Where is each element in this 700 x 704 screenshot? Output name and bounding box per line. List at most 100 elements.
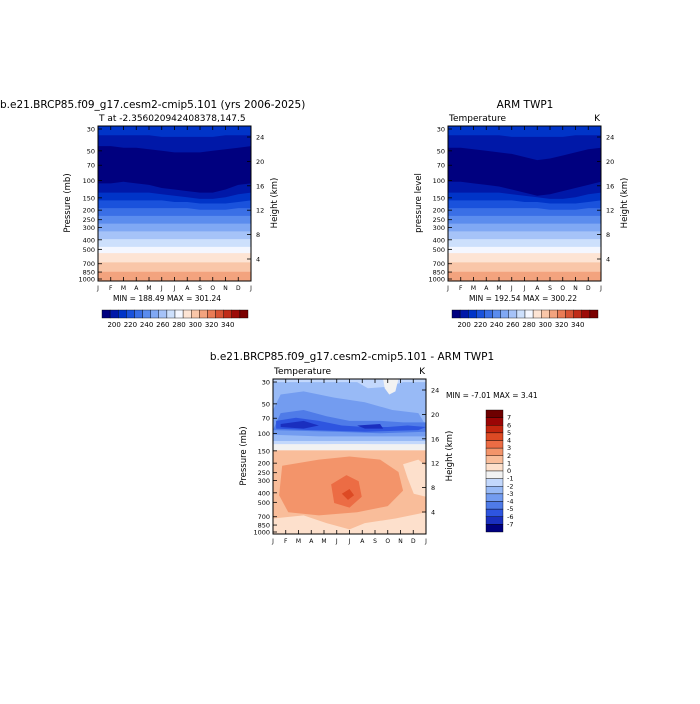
x-tick-label: M <box>296 538 301 545</box>
y-tick-label: 50 <box>262 400 270 408</box>
panel-model-subtitle: T at -2.3560209424083​78,147.5 <box>98 114 246 124</box>
colorbar-swatch <box>485 470 504 479</box>
panel-obs-subtitle-right: K <box>594 114 601 124</box>
colorbar-swatch <box>541 309 550 319</box>
colorbar-label: 1 <box>507 459 511 467</box>
y-tick-label: 50 <box>437 147 445 155</box>
colorbar-swatch <box>101 309 111 319</box>
x-tick-label: O <box>210 285 215 292</box>
colorbar-label: 320 <box>205 321 218 329</box>
colorbar-swatch <box>485 440 504 449</box>
contour-band <box>403 459 426 497</box>
y-tick-label: 700 <box>83 260 95 268</box>
minmax-label: MIN = 188.49 MAX = 301.24 <box>113 294 221 303</box>
colorbar-swatch <box>109 309 119 319</box>
height-tick-label: 8 <box>431 484 435 492</box>
x-tick-label: M <box>146 285 151 292</box>
colorbar-swatch <box>485 447 504 456</box>
colorbar-swatch <box>485 425 504 434</box>
x-tick-label: S <box>198 285 202 292</box>
colorbar-swatch <box>174 309 184 319</box>
x-tick-label: J <box>173 285 176 292</box>
y-axis-label-left: Pressure (mb) <box>63 173 73 232</box>
y-tick-label: 500 <box>83 246 95 254</box>
colorbar-swatch <box>134 309 143 319</box>
colorbar-swatch <box>468 309 477 319</box>
x-tick-label: J <box>446 285 449 292</box>
contour-band <box>273 444 426 451</box>
colorbar-label: 280 <box>172 321 185 329</box>
height-tick-label: 16 <box>606 182 614 190</box>
colorbar-label: 280 <box>522 321 535 329</box>
x-tick-label: S <box>548 285 552 292</box>
x-tick-label: F <box>109 285 113 292</box>
y-tick-label: 70 <box>87 162 95 170</box>
height-tick-label: 12 <box>606 207 614 215</box>
height-tick-label: 20 <box>606 158 614 166</box>
y-tick-label: 1000 <box>78 276 95 284</box>
colorbar-swatch <box>492 309 501 319</box>
y-tick-label: 50 <box>87 147 95 155</box>
colorbar-swatch <box>485 508 504 517</box>
colorbar-swatch <box>166 309 176 319</box>
contour-band <box>280 420 319 429</box>
minmax-label: MIN = 192.54 MAX = 300.22 <box>469 294 577 303</box>
y-tick-label: 250 <box>83 216 95 224</box>
y-tick-label: 400 <box>83 236 95 244</box>
x-tick-label: O <box>385 538 390 545</box>
height-tick-label: 4 <box>256 256 260 264</box>
y-axis-label-right: Height (km) <box>270 178 280 229</box>
y-tick-label: 700 <box>433 260 445 268</box>
x-tick-label: J <box>160 285 163 292</box>
x-tick-label: N <box>223 285 228 292</box>
x-tick-label: J <box>96 285 99 292</box>
colorbar-label: 240 <box>140 321 153 329</box>
y-tick-label: 150 <box>258 447 270 455</box>
colorbar-label: -3 <box>507 490 513 498</box>
colorbar-label: 220 <box>124 321 137 329</box>
colorbar-obs: 200 220 240 260 280 300 320 340 <box>451 309 599 329</box>
panel-obs-subtitle-left: Temperature <box>448 114 506 124</box>
x-tick-label: A <box>309 538 314 545</box>
colorbar-swatch <box>485 432 504 441</box>
y-tick-label: 400 <box>258 489 270 497</box>
colorbar-label: 2 <box>507 452 511 460</box>
y-tick-label: 850 <box>258 522 270 530</box>
y-axis-label-right: Height (km) <box>445 431 455 482</box>
colorbar-swatch <box>207 309 216 319</box>
colorbar-swatch <box>500 309 509 319</box>
contour-band <box>383 379 399 395</box>
panel-obs-title: ARM TWP1 <box>497 99 554 111</box>
axes-diff: J F M A M J J A S O N D J305070100150200250300400500… <box>253 379 439 546</box>
x-tick-label: J <box>348 538 351 545</box>
colorbar-swatch <box>485 409 504 418</box>
height-tick-label: 4 <box>606 256 610 264</box>
x-tick-label: A <box>484 285 489 292</box>
colorbar-label: 300 <box>539 321 552 329</box>
x-tick-label: N <box>573 285 578 292</box>
colorbar-swatch <box>223 309 232 319</box>
colorbar-label: -4 <box>507 498 513 506</box>
height-tick-label: 4 <box>431 509 435 517</box>
x-tick-label: J <box>249 285 252 292</box>
colorbar-swatch <box>476 309 485 319</box>
colorbar-swatch <box>150 309 159 319</box>
y-tick-label: 30 <box>262 379 270 387</box>
height-tick-label: 8 <box>606 231 610 239</box>
colorbar-label: 5 <box>507 429 511 437</box>
y-tick-label: 850 <box>433 269 445 277</box>
y-axis-label-right: Height (km) <box>620 178 630 229</box>
colorbar-swatch <box>485 516 504 525</box>
x-tick-label: J <box>335 538 338 545</box>
y-tick-label: 100 <box>433 177 445 185</box>
y-tick-label: 200 <box>258 460 270 468</box>
x-tick-label: A <box>134 285 139 292</box>
colorbar-label: -7 <box>507 520 513 528</box>
x-tick-label: S <box>373 538 377 545</box>
colorbar-label: 200 <box>107 321 120 329</box>
colorbar-swatch <box>485 417 504 426</box>
colorbar-label: 320 <box>555 321 568 329</box>
contour-band <box>341 489 355 500</box>
